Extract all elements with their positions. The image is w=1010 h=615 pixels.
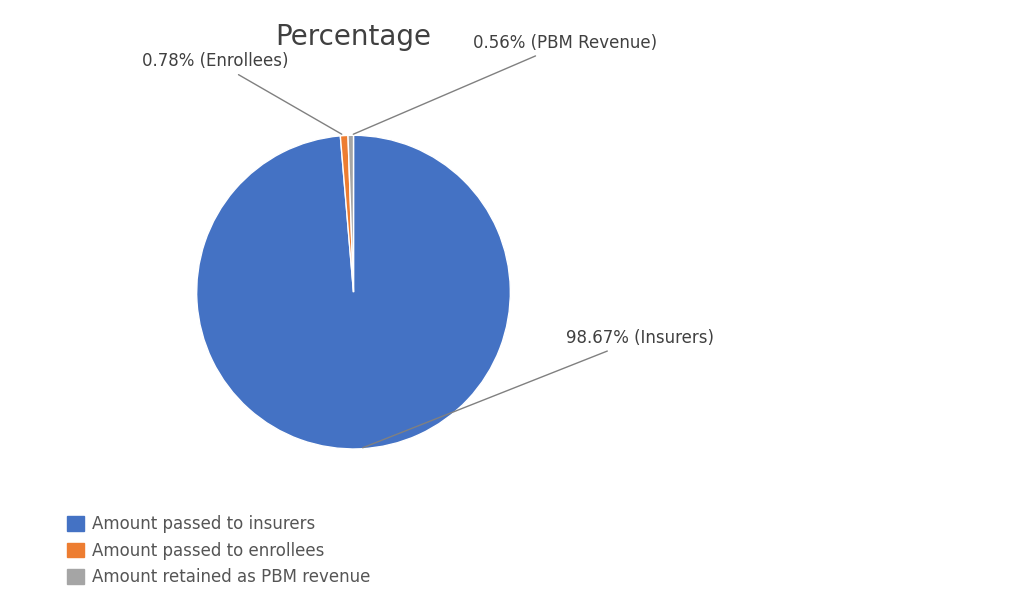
Title: Percentage: Percentage (276, 23, 431, 51)
Text: 98.67% (Insurers): 98.67% (Insurers) (363, 329, 714, 448)
Wedge shape (197, 135, 510, 449)
Wedge shape (348, 135, 354, 292)
Text: 0.56% (PBM Revenue): 0.56% (PBM Revenue) (354, 34, 658, 134)
Wedge shape (340, 135, 353, 292)
Legend: Amount passed to insurers, Amount passed to enrollees, Amount retained as PBM re: Amount passed to insurers, Amount passed… (59, 507, 379, 594)
Text: 0.78% (Enrollees): 0.78% (Enrollees) (142, 52, 341, 134)
